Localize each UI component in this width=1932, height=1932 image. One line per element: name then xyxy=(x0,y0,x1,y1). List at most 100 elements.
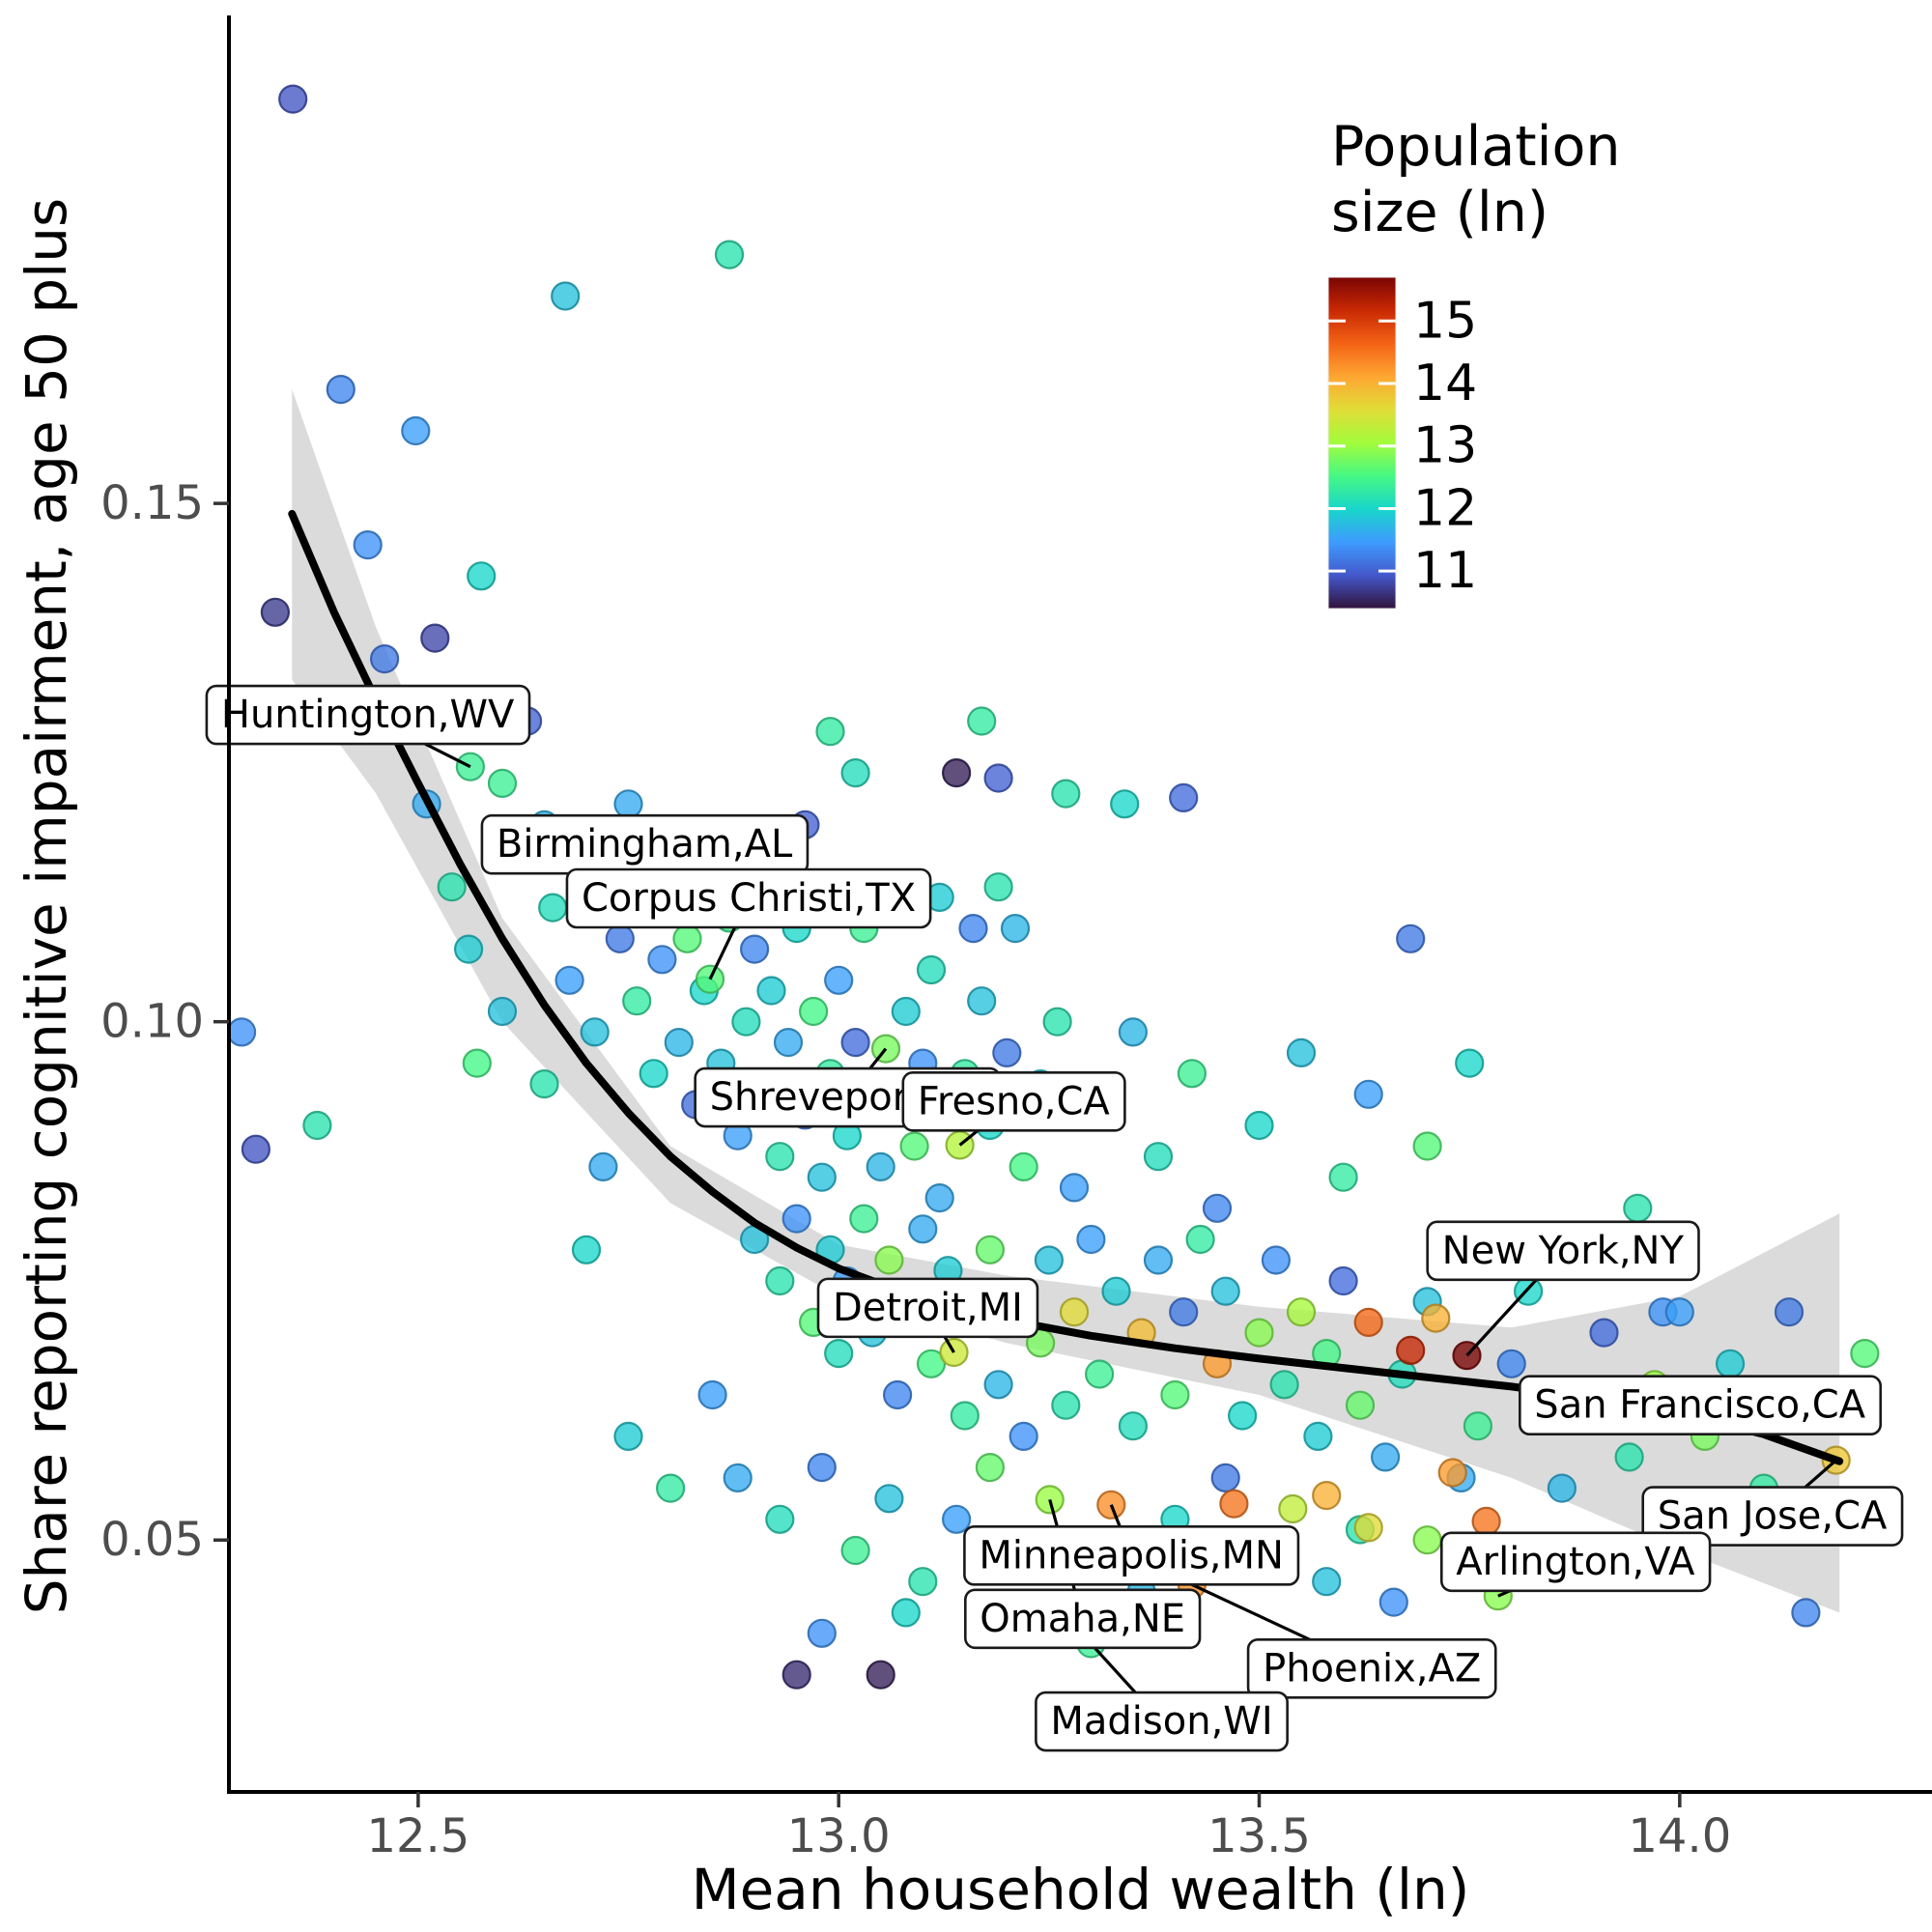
data-point xyxy=(1261,1245,1292,1275)
x-tick-label: 14.0 xyxy=(1628,1809,1731,1863)
data-point xyxy=(840,1027,870,1058)
data-point xyxy=(1034,1245,1065,1275)
data-point xyxy=(580,1017,610,1047)
data-point xyxy=(260,597,290,627)
data-point xyxy=(908,1567,938,1597)
data-point xyxy=(958,913,988,944)
data-point xyxy=(1202,1193,1233,1223)
data-point xyxy=(939,1337,969,1368)
data-point xyxy=(1715,1349,1746,1378)
legend-title: Population size (ln) xyxy=(1331,114,1620,246)
city-label: Corpus Christi,TX xyxy=(565,867,932,929)
data-point xyxy=(241,1134,270,1164)
city-label-text: Birmingham,AL xyxy=(497,822,793,867)
city-label-text: Fresno,CA xyxy=(918,1079,1111,1123)
city-label: Detroit,MI xyxy=(816,1277,1039,1339)
data-point xyxy=(840,757,870,788)
legend-tick-label: 14 xyxy=(1413,355,1477,412)
data-point xyxy=(1353,1079,1383,1109)
y-tick-label: 0.05 xyxy=(100,1513,204,1567)
data-point xyxy=(588,1151,618,1182)
data-point xyxy=(807,1618,837,1648)
data-point xyxy=(1396,923,1426,953)
city-label-text: New York,NY xyxy=(1442,1229,1685,1273)
city-label-text: Minneapolis,MN xyxy=(979,1533,1284,1577)
data-point xyxy=(765,1142,795,1172)
data-point xyxy=(420,623,450,653)
data-point xyxy=(1051,779,1081,809)
data-point xyxy=(1227,1401,1258,1431)
data-point xyxy=(462,1048,492,1078)
data-point xyxy=(1547,1473,1577,1503)
data-point xyxy=(983,1370,1013,1400)
city-label: Minneapolis,MN xyxy=(963,1525,1300,1586)
data-point xyxy=(849,1204,879,1234)
city-label-box xyxy=(565,867,932,929)
data-point xyxy=(1278,1493,1308,1524)
data-point xyxy=(756,976,786,1006)
city-label-text: Huntington,WV xyxy=(221,693,515,737)
data-point xyxy=(613,789,643,819)
city-label: Madison,WI xyxy=(1035,1690,1289,1752)
legend-title-line1: Population xyxy=(1331,115,1621,179)
city-label: New York,NY xyxy=(1426,1220,1700,1282)
data-point xyxy=(1244,1110,1274,1141)
data-point xyxy=(1185,1224,1215,1255)
data-point xyxy=(723,1463,753,1493)
data-point xyxy=(1084,1359,1115,1389)
data-point xyxy=(815,717,845,747)
data-point xyxy=(454,934,484,964)
data-point xyxy=(639,1059,668,1089)
x-axis-title: Mean household wealth (ln) xyxy=(691,1857,1470,1922)
data-point xyxy=(739,934,770,964)
city-label: Omaha,NE xyxy=(964,1588,1202,1650)
data-point xyxy=(353,529,383,560)
data-point xyxy=(1353,1307,1383,1338)
data-point xyxy=(874,1484,904,1514)
data-point xyxy=(370,643,400,674)
data-point xyxy=(773,1027,804,1058)
data-point xyxy=(664,1027,694,1058)
data-point xyxy=(1774,1297,1804,1327)
data-point xyxy=(924,1182,954,1213)
y-axis-title: Share reporting cognitive impairment, ag… xyxy=(14,197,79,1615)
data-point xyxy=(950,1401,980,1431)
data-point xyxy=(1009,1151,1038,1182)
city-label: Fresno,CA xyxy=(901,1071,1126,1132)
city-label-text: Detroit,MI xyxy=(833,1286,1023,1330)
city-label-box xyxy=(1641,1486,1904,1547)
data-point xyxy=(1328,1265,1358,1296)
data-point xyxy=(798,996,829,1027)
city-label-text: Omaha,NE xyxy=(980,1597,1185,1641)
data-point xyxy=(1589,1318,1619,1348)
data-point xyxy=(487,768,518,799)
legend-tick-label: 15 xyxy=(1413,292,1477,350)
data-point xyxy=(227,1017,257,1047)
city-label: Birmingham,AL xyxy=(480,813,810,875)
data-point xyxy=(487,996,518,1027)
data-point xyxy=(840,1535,870,1566)
data-point xyxy=(967,986,997,1016)
data-point xyxy=(941,1504,972,1534)
data-point xyxy=(882,1379,913,1410)
city-label: San Francisco,CA xyxy=(1519,1375,1883,1436)
data-point xyxy=(1623,1193,1653,1223)
city-label: Phoenix,AZ xyxy=(1246,1638,1497,1699)
data-point xyxy=(891,996,921,1027)
data-point xyxy=(824,1338,854,1369)
city-label-text: Arlington,VA xyxy=(1456,1540,1695,1584)
data-point xyxy=(1614,1442,1644,1472)
data-point xyxy=(1143,1245,1174,1275)
data-point xyxy=(551,281,581,311)
data-point xyxy=(1437,1458,1467,1488)
data-point xyxy=(731,1007,761,1037)
data-point xyxy=(1471,1506,1501,1537)
city-label-box xyxy=(963,1525,1300,1586)
data-point xyxy=(401,415,431,446)
data-point xyxy=(613,1421,643,1452)
data-point xyxy=(781,1204,811,1234)
city-label: Arlington,VA xyxy=(1439,1531,1712,1593)
city-label-box xyxy=(901,1071,1126,1132)
data-point xyxy=(655,1473,686,1503)
